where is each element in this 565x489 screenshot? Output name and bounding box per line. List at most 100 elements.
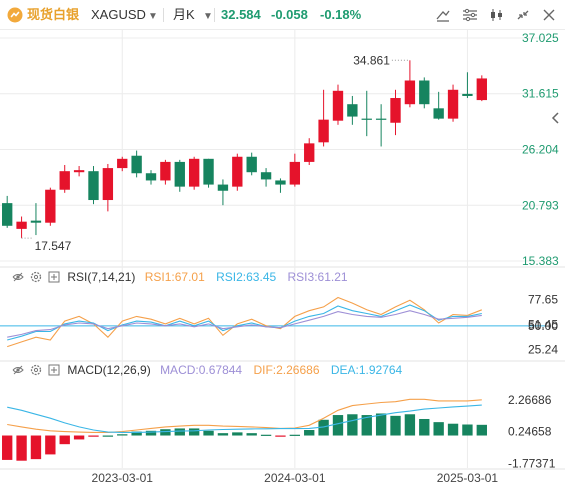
candle-body bbox=[217, 184, 229, 191]
eye-off-icon[interactable] bbox=[12, 364, 24, 376]
close-button[interactable] bbox=[539, 6, 559, 24]
macd-bar bbox=[217, 433, 229, 436]
macd-bar bbox=[203, 430, 214, 436]
macd-tick-label: -1.77371 bbox=[508, 456, 556, 470]
macd-bar bbox=[332, 415, 344, 436]
macd-bar bbox=[375, 413, 387, 436]
macd-bar bbox=[88, 435, 99, 437]
collapse-button[interactable] bbox=[513, 6, 533, 24]
rsi-legend: RSI(7,14,21) RSI1:67.01 RSI2:63.45 RSI3:… bbox=[12, 269, 348, 285]
draw-line-button[interactable] bbox=[433, 6, 453, 24]
gear-icon[interactable] bbox=[30, 364, 42, 376]
macd-tick-label: 2.26686 bbox=[508, 393, 552, 407]
gear-icon[interactable] bbox=[30, 271, 42, 283]
low-price-label: 17.547 bbox=[35, 239, 72, 253]
macd-bar bbox=[390, 415, 401, 436]
symbol-selector[interactable]: XAGUSD bbox=[91, 7, 146, 22]
candle-body bbox=[332, 90, 344, 121]
macd-bar bbox=[476, 424, 487, 436]
settings-sliders-icon bbox=[463, 8, 477, 22]
macd-bar bbox=[419, 418, 430, 436]
rsi-title: RSI(7,14,21) bbox=[67, 270, 136, 284]
macd-bar bbox=[361, 415, 372, 436]
side-panel-toggle[interactable] bbox=[549, 106, 563, 130]
draw-line-icon bbox=[436, 10, 450, 22]
price-tick-label: 26.204 bbox=[522, 143, 559, 157]
candle-body bbox=[275, 180, 286, 185]
dif-line bbox=[7, 398, 482, 433]
macd-bar bbox=[2, 435, 13, 460]
dea-value: DEA:1.92764 bbox=[330, 363, 403, 377]
macd-bar bbox=[232, 432, 243, 436]
rsi1-value: RSI1:67.01 bbox=[144, 270, 205, 284]
caret-down-icon[interactable]: ▼ bbox=[148, 11, 158, 22]
macd-title: MACD(12,26,9) bbox=[67, 363, 151, 377]
candle-body bbox=[117, 158, 128, 169]
date-tick-label: 2024-03-01 bbox=[264, 471, 326, 485]
rsi3-line bbox=[7, 310, 482, 338]
macd-bar bbox=[45, 435, 56, 455]
macd-bar bbox=[289, 434, 301, 436]
macd-bar bbox=[404, 414, 416, 436]
candle-body bbox=[375, 118, 387, 120]
dea-line bbox=[7, 404, 482, 433]
chart-canvas[interactable]: 37.025 31.615 26.204 20.793 15.383 34.861 17.5… bbox=[0, 30, 565, 489]
rsi2-line bbox=[7, 304, 482, 341]
macd-bar bbox=[246, 433, 257, 436]
candle-body bbox=[145, 173, 157, 181]
chevron-left-icon bbox=[551, 112, 559, 124]
macd-bar bbox=[145, 430, 157, 436]
candle-body bbox=[404, 80, 416, 105]
macd-bar bbox=[131, 431, 142, 436]
add-indicator-icon[interactable] bbox=[48, 364, 60, 376]
eye-off-icon[interactable] bbox=[12, 271, 24, 283]
macd-bar bbox=[117, 434, 128, 436]
instrument-brand[interactable]: 现货白银 bbox=[7, 6, 79, 24]
candle-body bbox=[73, 170, 85, 173]
candle-body bbox=[203, 158, 214, 185]
rsi-tick-label: 25.24 bbox=[528, 342, 558, 356]
candle-body bbox=[131, 155, 142, 174]
indicator-button[interactable] bbox=[487, 6, 507, 24]
period-selector[interactable]: 月K bbox=[173, 7, 195, 22]
macd-bar bbox=[304, 430, 315, 436]
candle-body bbox=[390, 98, 401, 123]
candle-body bbox=[16, 221, 27, 229]
macd-bar bbox=[347, 414, 358, 436]
price-tick-label: 20.793 bbox=[522, 198, 559, 212]
caret-down-icon[interactable]: ▼ bbox=[203, 11, 213, 22]
candle-body bbox=[174, 161, 185, 187]
candle-body bbox=[462, 93, 473, 96]
rsi-tick-label: 77.65 bbox=[528, 293, 558, 307]
price-change: -0.058 bbox=[271, 7, 308, 22]
candle-body bbox=[102, 168, 114, 201]
candle-body bbox=[347, 104, 358, 117]
header-divider bbox=[214, 8, 215, 22]
rsi-tick-label: 51.45 bbox=[528, 317, 558, 331]
macd-bar bbox=[433, 422, 444, 436]
price-tick-label: 31.615 bbox=[522, 87, 559, 101]
rsi3-value: RSI3:61.21 bbox=[287, 270, 348, 284]
macd-value: MACD:0.67844 bbox=[160, 363, 243, 377]
candle-body bbox=[419, 80, 430, 105]
macd-bar bbox=[16, 435, 27, 461]
macd-bar bbox=[160, 429, 171, 436]
brand-name: 现货白银 bbox=[27, 7, 80, 22]
dif-value: DIF:2.26686 bbox=[253, 363, 320, 377]
add-indicator-icon[interactable] bbox=[48, 271, 60, 283]
candle-body bbox=[232, 156, 243, 187]
indicator-candles-icon bbox=[491, 9, 502, 21]
price-tick-label: 15.383 bbox=[522, 254, 559, 268]
macd-bar bbox=[260, 434, 272, 436]
rsi-tick-label: 50.00 bbox=[528, 319, 558, 333]
rsi1-line bbox=[7, 296, 482, 348]
high-price-label: 34.861 bbox=[353, 53, 390, 67]
candle-body bbox=[2, 203, 13, 226]
candle-body bbox=[447, 89, 459, 119]
candle-body bbox=[289, 161, 301, 185]
candle-body bbox=[45, 189, 56, 223]
macd-bar bbox=[462, 424, 473, 436]
price-tick-label: 37.025 bbox=[522, 31, 559, 45]
settings-button[interactable] bbox=[460, 6, 480, 24]
